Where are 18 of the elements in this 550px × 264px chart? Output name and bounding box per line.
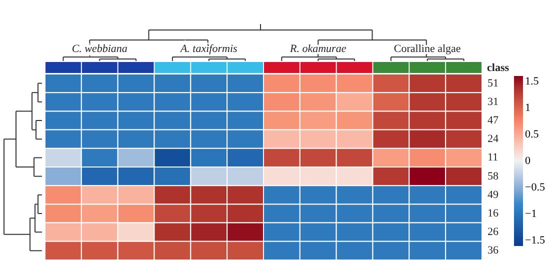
y-tick-label: 31 [488,96,498,108]
color-bar-label: 0.5 [525,128,540,140]
y-tick-label: 49 [488,188,499,201]
color-bar-label: 1 [525,102,530,114]
y-tick-label: 16 [488,208,499,220]
y-tick-label: 51 [488,77,498,90]
y-tick-label: 24 [488,133,499,146]
y-tick-label: 36 [488,244,499,257]
y-tick-label: 58 [488,170,499,182]
text: class [487,62,510,74]
color-bar-label: −0.5 [525,182,546,194]
y-tick-label: 47 [488,114,499,126]
y-tick-label: 26 [488,226,499,238]
color-bar-label: 0 [525,155,531,167]
color-bar-label: 1.5 [525,75,540,88]
color-bar-label: −1.5 [525,234,546,247]
color-bar-label: −1 [525,208,537,220]
y-tick-label: 11 [488,152,498,164]
